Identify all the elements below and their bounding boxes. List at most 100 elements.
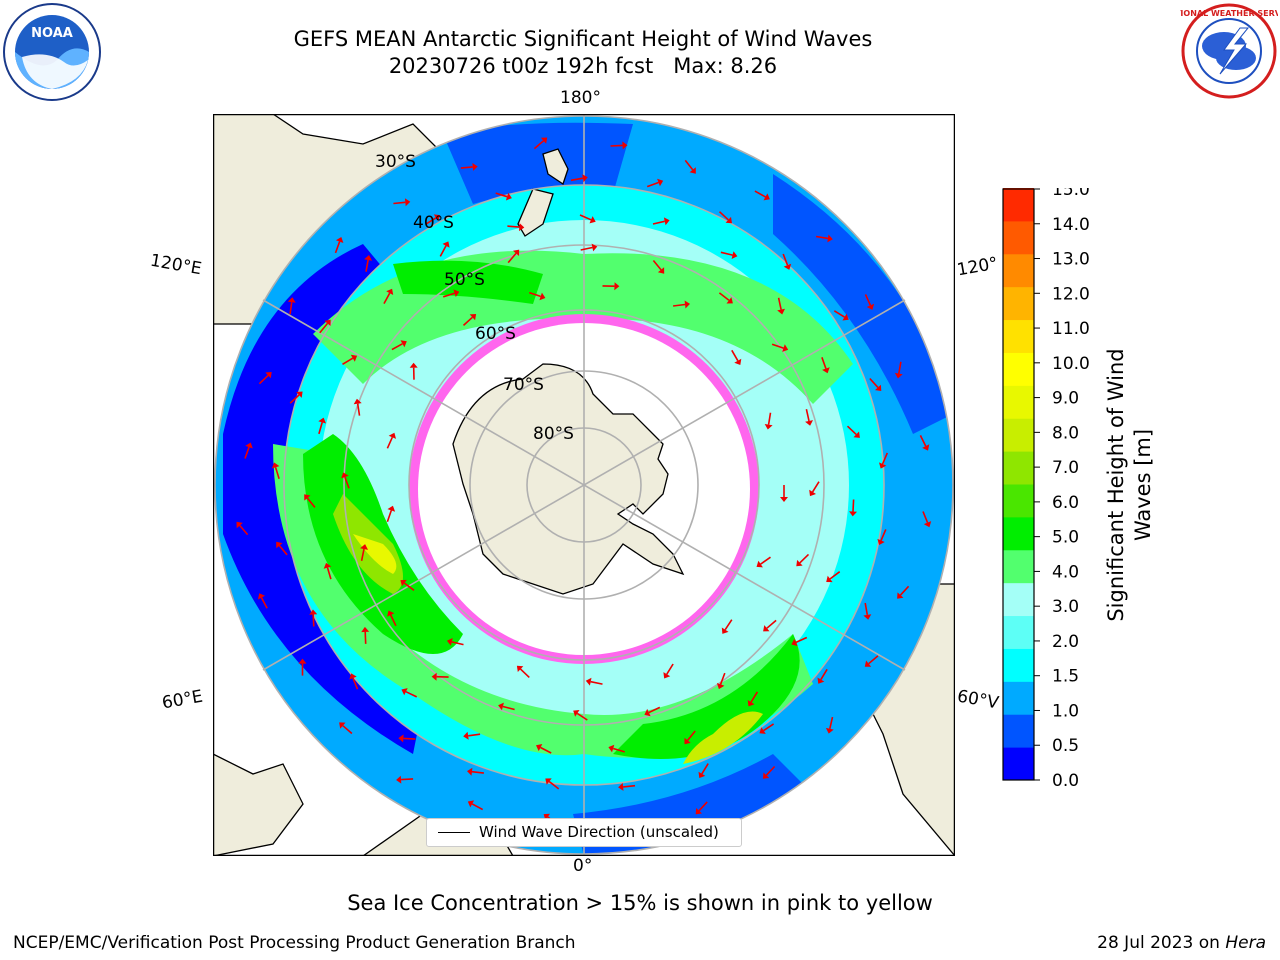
wave-arrow-head [573, 710, 580, 717]
wave-arrow-head [409, 362, 418, 368]
wave-arrow-head [622, 141, 628, 150]
colorbar-label-line-1: Significant Height of Wind [1104, 348, 1128, 622]
wave-arrow-shaft [771, 343, 784, 349]
wave-arrow-head [756, 560, 763, 568]
map-legend: Wind Wave Direction (unscaled) [426, 818, 742, 847]
wave-arrow-head [726, 297, 733, 304]
wave-arrow-shaft [881, 452, 889, 465]
wave-arrow-head [877, 538, 885, 545]
wave-arrow-head [387, 505, 396, 512]
wave-arrow-head [540, 137, 548, 144]
wave-arrow-head [777, 308, 785, 315]
wave-arrow-shaft [718, 211, 729, 221]
colorbar-tick-label: 14.0 [1052, 215, 1090, 235]
wave-arrow-head [684, 737, 691, 745]
wave-arrow-shaft [342, 725, 353, 735]
lon-label-top: 180° [560, 88, 601, 108]
wave-arrow-shaft [442, 292, 455, 298]
legend-label: Wind Wave Direction (unscaled) [479, 823, 719, 841]
wave-arrow-shaft [319, 322, 329, 334]
colorbar-tick-label: 10.0 [1052, 354, 1090, 374]
wave-arrow-head [591, 243, 598, 252]
wave-arrow-head [894, 372, 903, 379]
wave-arrow-shaft [502, 705, 515, 711]
legend-line-swatch [438, 832, 470, 833]
wave-arrow-head [398, 734, 404, 743]
wave-arrow-shaft [648, 706, 661, 714]
wave-arrow-head [644, 708, 651, 717]
colorbar: 15.0 14.0 13.0 12.0 11.0 10.0 9.0 8.0 7.0 6.0 5.0 4… [1002, 188, 1090, 788]
colorbar-tick-label: 2.0 [1052, 632, 1079, 652]
wave-arrow-head [791, 638, 798, 646]
wave-arrow-shaft [833, 310, 845, 318]
wave-arrow-shaft [507, 225, 520, 228]
lon-label-lower-left: 60°E [160, 686, 205, 714]
wave-arrow-head [716, 683, 725, 690]
wave-arrow-shaft [356, 403, 361, 416]
wave-arrow-shaft [919, 435, 927, 447]
wave-arrow-head [463, 731, 469, 740]
wave-arrow-head [663, 217, 670, 226]
wave-arrow-head [516, 665, 524, 672]
wave-direction-arrows [236, 137, 932, 831]
wave-arrow-head [763, 625, 770, 632]
wave-arrow-head [287, 297, 296, 303]
colorbar-tick-label: 1.0 [1052, 701, 1079, 721]
title-line-1: GEFS MEAN Antarctic Significant Height o… [293, 27, 873, 51]
wave-arrow-shaft [533, 140, 545, 150]
colorbar-swatch [1003, 385, 1034, 419]
wave-arrow-shaft [698, 801, 708, 812]
wave-arrow-head [467, 800, 475, 808]
colorbar-tick-label: 1.5 [1052, 667, 1079, 687]
wave-arrow-shaft [652, 259, 662, 271]
wave-arrow-shaft [540, 746, 552, 754]
wave-arrow-head [304, 494, 311, 501]
wave-arrow-shaft [439, 245, 447, 257]
wave-arrow-shaft [673, 303, 686, 307]
wave-arrow-head [536, 744, 543, 752]
wave-arrow-shaft [767, 412, 772, 425]
wave-arrow-shaft [570, 177, 584, 182]
wave-arrow-head [545, 778, 552, 785]
wave-arrow-head [265, 372, 272, 379]
colorbar-swatch [1003, 418, 1034, 452]
colorbar-tick-label: 6.0 [1052, 493, 1079, 513]
graticule [214, 114, 954, 856]
colorbar-tick-label: 0.0 [1052, 771, 1079, 788]
wave-arrow-head [404, 198, 411, 207]
wave-arrow-head [695, 808, 702, 815]
wave-arrow-head [864, 660, 872, 667]
wave-arrow-head [863, 614, 872, 620]
wave-arrow-head [698, 771, 706, 778]
wave-arrow-head [349, 673, 357, 680]
colorbar-swatch [1003, 188, 1034, 222]
wave-arrow-head [353, 398, 362, 405]
colorbar-tick-label: 0.5 [1052, 736, 1079, 756]
wave-arrow-head [442, 241, 450, 248]
wave-arrow-head [827, 234, 833, 243]
wave-arrow-shaft [868, 655, 879, 665]
wave-arrow-shaft [278, 545, 288, 556]
wave-arrow-shaft [386, 510, 393, 522]
wave-arrow-shaft [799, 553, 810, 564]
wave-arrow-shaft [899, 585, 910, 596]
wave-arrow-head [276, 541, 283, 549]
wave-arrow-shaft [405, 690, 418, 698]
colorbar-swatch [1003, 220, 1034, 255]
wave-arrow-head [582, 174, 588, 183]
wave-arrow-shaft [344, 476, 350, 489]
wave-arrow-shaft [731, 349, 739, 362]
wave-arrow-shaft [403, 582, 415, 591]
wave-arrow-shaft [507, 252, 517, 264]
wave-arrow-shaft [610, 144, 623, 147]
wave-arrow-head [725, 216, 732, 224]
colorbar-swatch [1003, 747, 1034, 781]
wave-arrow-head [513, 249, 520, 256]
wave-arrow-shaft [451, 641, 464, 646]
wave-arrow-head [782, 344, 789, 352]
colorbar-swatch [1003, 714, 1034, 748]
wave-arrow-head [296, 391, 303, 398]
wave-arrow-shaft [898, 361, 902, 374]
wave-arrow-shaft [805, 409, 810, 422]
wave-arrow-head [388, 432, 396, 439]
